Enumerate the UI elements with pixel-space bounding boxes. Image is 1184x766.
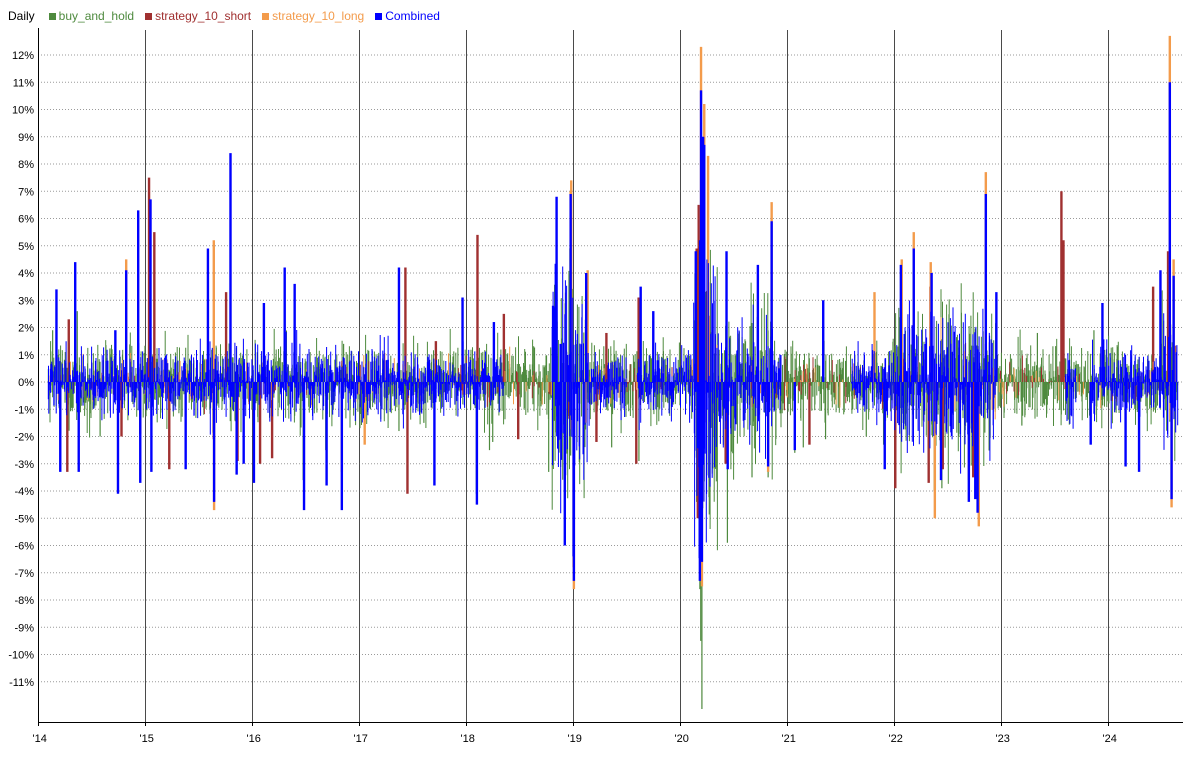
x-tick-label: '20 <box>675 733 689 745</box>
x-tick-label: '18 <box>461 733 475 745</box>
series-texture <box>47 202 1179 559</box>
x-tick-label: '22 <box>889 733 903 745</box>
y-tick-label: -10% <box>8 650 34 662</box>
legend-label-buy-and-hold: buy_and_hold <box>58 9 135 23</box>
series-strategy-10-long <box>48 35 1175 590</box>
y-tick-label: 9% <box>18 132 34 144</box>
x-tick-label: '16 <box>247 733 261 745</box>
legend-swatch-combined <box>375 12 383 20</box>
x-tick-label: '23 <box>996 733 1010 745</box>
y-tick-label: 6% <box>18 214 34 226</box>
legend-label-combined: Combined <box>385 9 440 23</box>
x-tick-label: '19 <box>568 733 582 745</box>
legend-item-buy-and-hold[interactable]: buy_and_hold <box>48 9 135 23</box>
series-buy-and-hold <box>47 125 1179 709</box>
x-tick-label: '21 <box>782 733 796 745</box>
legend-swatch-strategy-10-long <box>262 12 270 20</box>
legend-label-strategy-10-long: strategy_10_long <box>272 9 365 23</box>
legend-item-strategy-10-long[interactable]: strategy_10_long <box>262 9 364 23</box>
y-tick-label: 10% <box>12 105 34 117</box>
y-tick-label: -11% <box>9 677 34 689</box>
x-tick-label: '17 <box>354 733 368 745</box>
chart-title: Daily <box>8 9 35 23</box>
x-tick-label: '15 <box>140 733 154 745</box>
y-tick-label: 3% <box>18 295 34 307</box>
y-tick-label: -1% <box>14 404 34 416</box>
legend-swatch-buy-and-hold <box>48 12 56 20</box>
y-tick-label: -2% <box>14 432 34 444</box>
y-tick-label: -7% <box>14 568 34 580</box>
y-tick-label: -5% <box>14 513 34 525</box>
y-tick-label: -9% <box>14 622 34 634</box>
series-texture <box>47 248 1179 551</box>
y-tick-label: -6% <box>14 541 34 553</box>
legend: Daily buy_and_hold strategy_10_short str… <box>8 8 451 24</box>
x-tick-label: '24 <box>1103 733 1117 745</box>
legend-item-combined[interactable]: Combined <box>375 9 440 23</box>
y-tick-label: -3% <box>14 459 34 471</box>
y-tick-label: 11% <box>13 77 34 89</box>
y-tick-label: 0% <box>18 377 34 389</box>
legend-label-strategy-10-short: strategy_10_short <box>155 9 252 23</box>
y-tick-label: -4% <box>14 486 34 498</box>
y-tick-label: -8% <box>14 595 34 607</box>
y-tick-label: 1% <box>18 350 34 362</box>
legend-swatch-strategy-10-short <box>145 12 153 20</box>
y-tick-label: 2% <box>18 323 34 335</box>
x-tick-label: '14 <box>33 733 47 745</box>
y-tick-label: 12% <box>12 50 34 62</box>
series-combined <box>47 82 1179 581</box>
legend-item-strategy-10-short[interactable]: strategy_10_short <box>145 9 251 23</box>
y-tick-label: 7% <box>18 186 34 198</box>
y-tick-label: 4% <box>18 268 34 280</box>
y-tick-label: 8% <box>18 159 34 171</box>
y-tick-label: 5% <box>18 241 34 253</box>
